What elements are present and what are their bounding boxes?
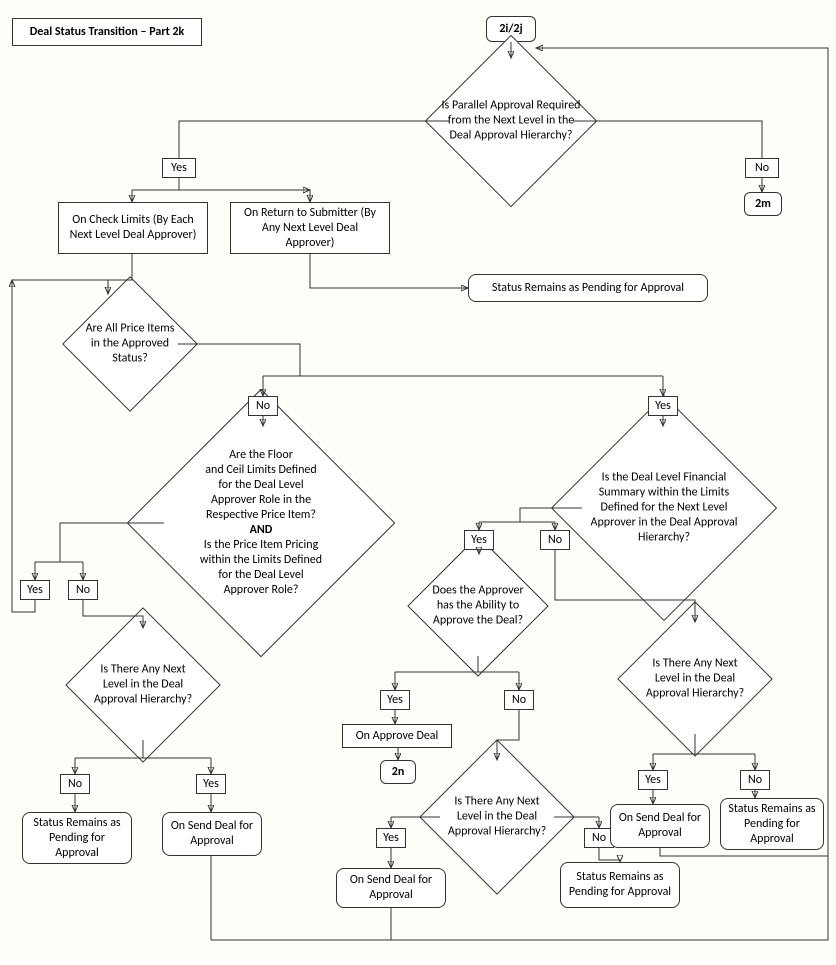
diagram-title: Deal Status Transition – Part 2k [12, 18, 202, 46]
label-yes-nextleft: Yes [196, 774, 226, 794]
label-no-nextleft: No [60, 774, 90, 794]
label-no-floorceil: No [68, 580, 98, 600]
decision-all-approved-text: Are All Price Items in the Approved Stat… [82, 322, 178, 367]
process-status-pending-br: Status Remains as Pending for Approval [720, 798, 824, 850]
decision-ability-text: Does the Approver has the Ability to App… [426, 584, 531, 629]
label-no-nextright: No [740, 770, 770, 790]
label-yes-parallel: Yes [162, 158, 196, 178]
process-status-pending-center: Status Remains as Pending for Approval [560, 862, 680, 908]
label-no-parallel: No [745, 158, 779, 178]
decision-fin-summary: Is the Deal Level Financial Summary with… [551, 395, 777, 621]
process-status-pending-top: Status Remains as Pending for Approval [468, 274, 708, 302]
label-yes-finsummary: Yes [464, 530, 494, 550]
terminal-2n: 2n [380, 760, 416, 784]
label-yes-floorceil: Yes [20, 580, 50, 600]
label-no-allapproved: No [248, 396, 278, 416]
label-no-ability: No [504, 690, 534, 710]
decision-next-level-left: Is There Any Next Level in the Deal Appr… [65, 607, 221, 763]
label-yes-nextright: Yes [638, 770, 668, 790]
decision-ability: Does the Approver has the Ability to App… [407, 535, 548, 676]
decision-all-approved: Are All Price Items in the Approved Stat… [62, 276, 198, 412]
decision-next-level-right: Is There Any Next Level in the Deal Appr… [617, 601, 773, 757]
process-check-limits: On Check Limits (By Each Next Level Deal… [58, 202, 208, 254]
decision-fin-summary-text: Is the Deal Level Financial Summary with… [589, 471, 739, 546]
process-send-deal-right: On Send Deal for Approval [610, 804, 710, 848]
decision-parallel: Is Parallel Approval Required from the N… [425, 35, 598, 208]
decision-floor-ceil-text: Are the Floor and Ceil Limits Defined fo… [179, 448, 344, 598]
label-no-finsummary: No [540, 530, 570, 550]
decision-parallel-text: Is Parallel Approval Required from the N… [436, 99, 586, 144]
decision-next-level-left-text: Is There Any Next Level in the Deal Appr… [88, 663, 198, 708]
decision-next-level-right-text: Is There Any Next Level in the Deal Appr… [640, 657, 750, 702]
process-return-submitter: On Return to Submitter (By Any Next Leve… [230, 202, 390, 254]
process-status-pending-bl: Status Remains as Pending for Approval [22, 812, 132, 864]
process-send-deal-center: On Send Deal for Approval [336, 868, 446, 908]
decision-floor-ceil: Are the Floor and Ceil Limits Defined fo… [127, 389, 396, 658]
terminal-2m: 2m [744, 192, 782, 216]
decision-next-level-center-text: Is There Any Next Level in the Deal Appr… [442, 795, 552, 840]
process-on-approve: On Approve Deal [342, 724, 452, 748]
label-yes-nextcenter: Yes [376, 828, 406, 848]
process-send-deal-left: On Send Deal for Approval [162, 812, 262, 856]
label-yes-ability: Yes [380, 690, 410, 710]
label-yes-allapproved: Yes [648, 396, 678, 416]
